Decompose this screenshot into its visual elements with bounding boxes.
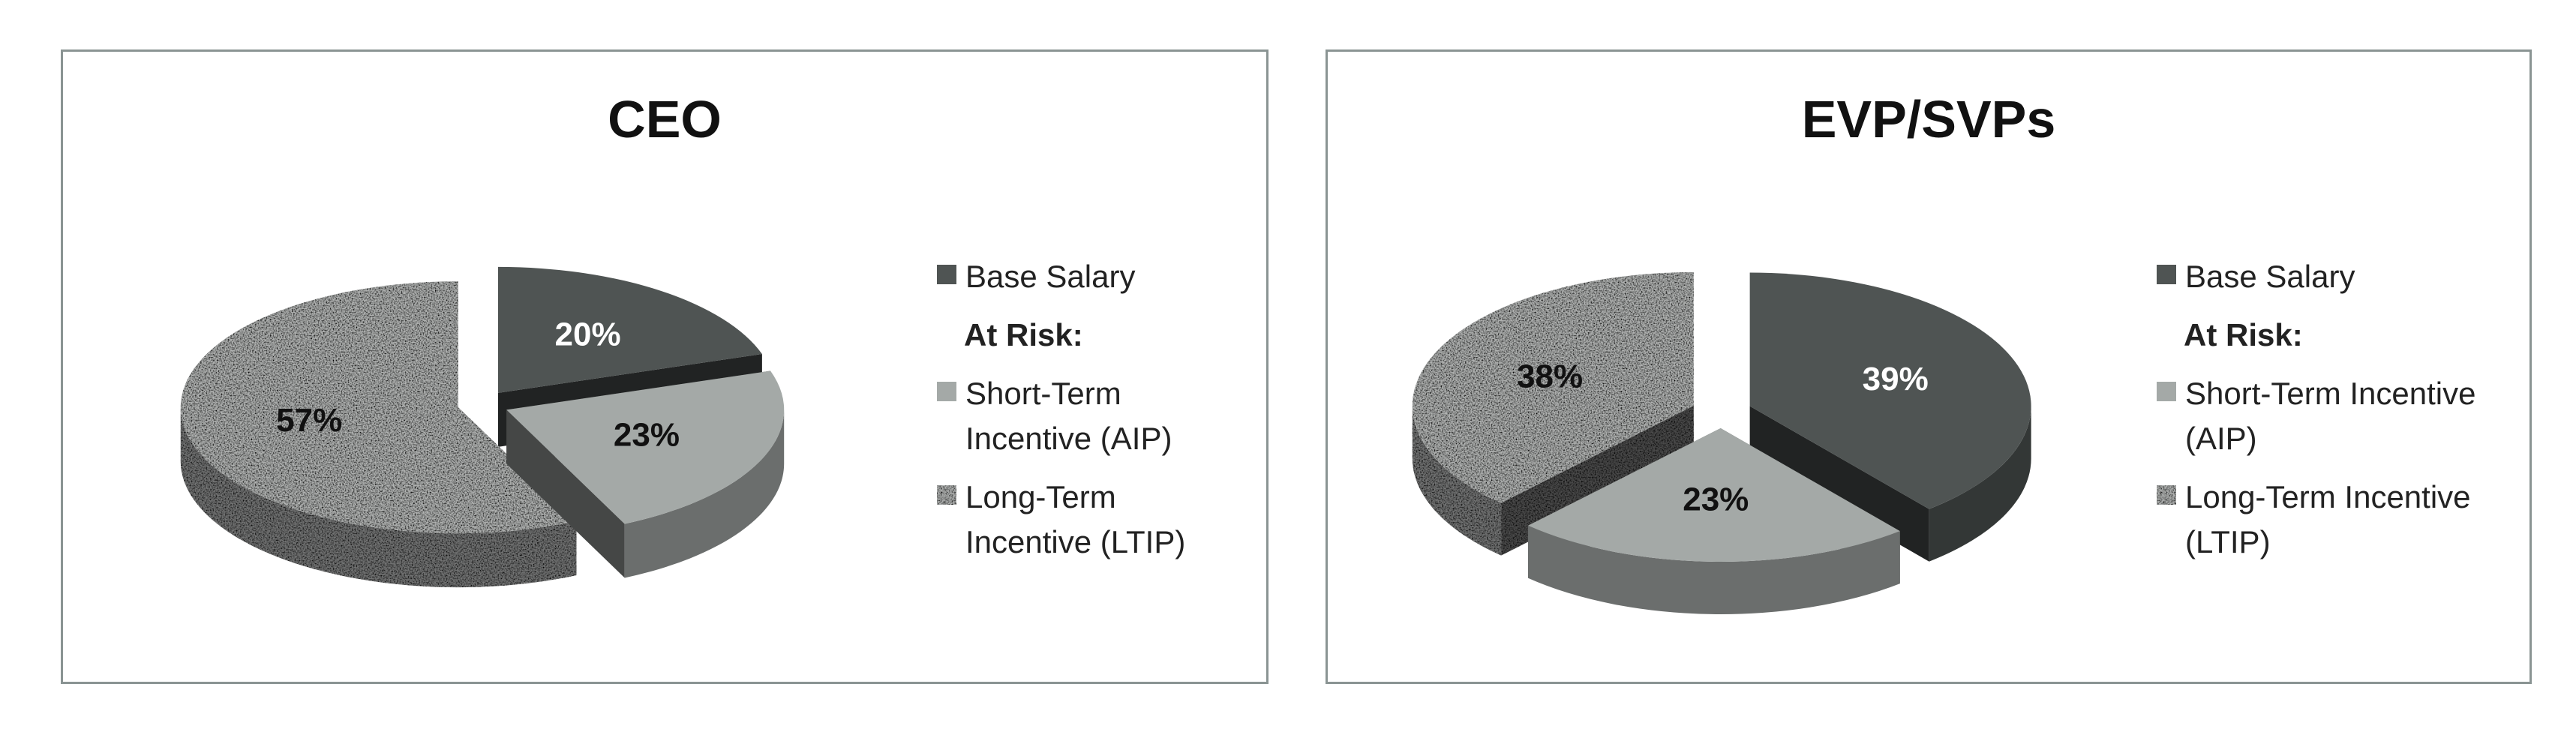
legend-item: Base Salary <box>937 254 1222 299</box>
slice-top <box>180 281 577 534</box>
legend-subheading: At Risk: <box>964 317 1083 352</box>
legend-label: Short-Term Incentive (AIP) <box>965 376 1172 456</box>
slice <box>180 281 577 588</box>
chart-title: EVP/SVPs <box>1801 90 2056 148</box>
legend: Base Salary At Risk: Short-Term Incentive … <box>2157 254 2509 578</box>
swatch <box>937 382 956 401</box>
pie-chart: 39% 23% 38% <box>1412 272 2031 614</box>
slice-rim <box>624 410 785 578</box>
legend-swatch <box>2157 265 2176 284</box>
slice-top <box>1412 272 1694 503</box>
chart-panel: 39% 23% 38% EVP/SVPs Base Salary At Risk: Shor… <box>1326 50 2532 684</box>
legend-item: Short-Term Incentive (AIP) <box>2157 371 2509 461</box>
legend-swatch <box>2157 382 2176 401</box>
slice-top <box>1749 272 2031 509</box>
slice-rim <box>1412 405 1502 556</box>
swatch <box>2157 265 2176 284</box>
data-label: 23% <box>1683 481 1749 518</box>
slice-top <box>506 370 785 524</box>
legend-item: Base Salary <box>2157 254 2509 299</box>
swatch <box>2157 382 2176 401</box>
data-label: 20% <box>555 316 621 353</box>
chart-title: CEO <box>608 90 722 148</box>
slice-top <box>497 266 762 393</box>
legend-swatch <box>937 265 956 284</box>
legend-label: Long-Term Incentive (LTIP) <box>2185 479 2471 560</box>
legend-item: Short-Term Incentive (AIP) <box>937 371 1222 461</box>
legend-swatch <box>937 382 956 401</box>
legend-subheading: At Risk: <box>2184 317 2303 352</box>
legend: Base Salary At Risk: Short-Term Incentive … <box>937 254 1222 578</box>
data-label: 23% <box>614 417 680 454</box>
data-label: 38% <box>1517 358 1583 394</box>
swatch <box>937 485 956 505</box>
slice-rim <box>1528 525 1900 614</box>
pie-chart: 20% 23% 57% <box>180 266 785 588</box>
slice-wall <box>506 410 625 578</box>
slice <box>506 370 785 578</box>
legend-swatch <box>937 485 956 505</box>
slice-rim <box>1929 406 2031 562</box>
slice <box>1528 428 1900 614</box>
data-label: 57% <box>276 402 342 439</box>
legend-label: Long-Term Incentive (LTIP) <box>965 479 1186 560</box>
legend-swatch <box>2157 485 2176 505</box>
chart-panel: 20% 23% 57% CEO Base Salary At Risk: Short-Ter… <box>61 50 1268 684</box>
swatch <box>2157 485 2176 505</box>
legend-label: Short-Term Incentive (AIP) <box>2185 376 2476 456</box>
slice-rim <box>180 407 577 588</box>
slice-top <box>1528 428 1900 562</box>
data-label: 39% <box>1863 361 1929 398</box>
legend-item: Long-Term Incentive (LTIP) <box>2157 475 2509 565</box>
swatch <box>937 265 956 284</box>
legend-label: Base Salary <box>2185 259 2355 294</box>
legend-item: Long-Term Incentive (LTIP) <box>937 475 1222 565</box>
legend-label: Base Salary <box>965 259 1136 294</box>
